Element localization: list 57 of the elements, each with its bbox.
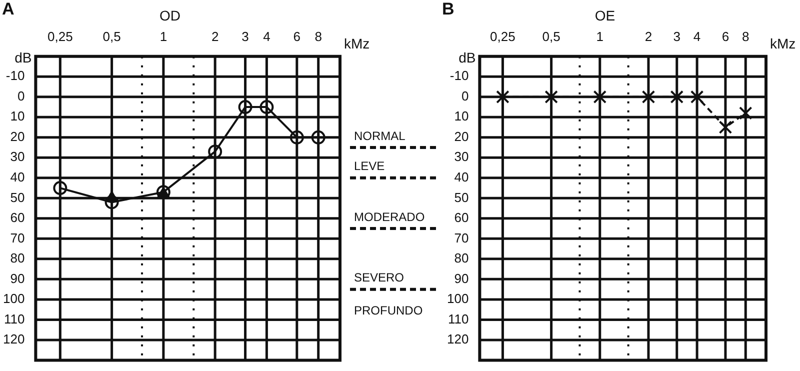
- y-tick-label: 60: [10, 210, 25, 226]
- y-tick-label: 20: [10, 128, 25, 144]
- y-tick-label: 50: [10, 190, 25, 205]
- x-tick-label: 8: [742, 29, 750, 44]
- text: PROFUNDO: [354, 304, 423, 318]
- chart-title: OE: [594, 7, 616, 24]
- x-tick-label: 2: [211, 29, 219, 44]
- y-tick-label: 90: [10, 270, 25, 286]
- y-tick-label: 80: [454, 250, 469, 266]
- x-axis-title: kMz: [770, 35, 796, 52]
- y-tick-label: 60: [454, 210, 469, 226]
- y-tick-label: 0: [461, 88, 469, 104]
- y-tick-label: 40: [10, 170, 25, 184]
- y-tick-label: 10: [10, 108, 25, 124]
- y-axis-title: dB: [458, 49, 476, 66]
- x-tick-label: 4: [263, 29, 270, 44]
- y-tick-label: 120: [446, 332, 469, 347]
- x-tick-label: 1: [596, 29, 604, 44]
- x-tick-label: 3: [673, 29, 680, 44]
- x-tick-label: 0,5: [542, 29, 560, 44]
- ref-line-label: MODERADO: [354, 210, 425, 224]
- y-tick-label: 70: [454, 230, 469, 246]
- y-tick-label: 110: [4, 311, 25, 326]
- ref-line-label: LEVE: [354, 159, 385, 174]
- y-tick-label: 90: [454, 270, 469, 286]
- chart-title: OD: [160, 7, 180, 24]
- y-axis-title: dB: [14, 49, 32, 66]
- y-tick-label: 30: [454, 149, 469, 164]
- text: B: [442, 0, 454, 19]
- y-tick-label: 40: [454, 170, 469, 184]
- x-axis-title: kMz: [344, 35, 370, 52]
- x-tick-label: 6: [722, 29, 730, 44]
- x-tick-label: 0,5: [102, 29, 121, 44]
- x-tick-label: 0,25: [48, 29, 73, 44]
- y-tick-label: 0: [17, 88, 25, 104]
- y-tick-label: 70: [10, 230, 25, 246]
- x-tick-label: 0,25: [490, 29, 516, 44]
- x-tick-label: 2: [644, 29, 652, 44]
- y-tick-label: 110: [448, 311, 469, 326]
- ref-line-label: SEVERO: [354, 270, 404, 285]
- ref-line-label: NORMAL: [354, 128, 406, 143]
- x-tick-label: 1: [160, 29, 168, 44]
- y-tick-label: 10: [454, 108, 469, 124]
- y-tick-label: 30: [10, 149, 25, 164]
- y-tick-label: 50: [454, 190, 469, 205]
- x-tick-label: 3: [242, 29, 249, 44]
- y-tick-label: -10: [450, 68, 469, 84]
- y-tick-label: 120: [2, 332, 25, 347]
- y-tick-label: 80: [10, 250, 25, 266]
- y-tick-label: 100: [2, 291, 25, 306]
- y-tick-label: 20: [454, 128, 469, 144]
- text: A: [2, 0, 14, 19]
- y-tick-label: 100: [446, 291, 469, 306]
- x-tick-label: 6: [293, 29, 301, 44]
- y-tick-label: -10: [6, 68, 25, 84]
- x-tick-label: 4: [693, 29, 701, 44]
- x-tick-label: 8: [314, 29, 322, 44]
